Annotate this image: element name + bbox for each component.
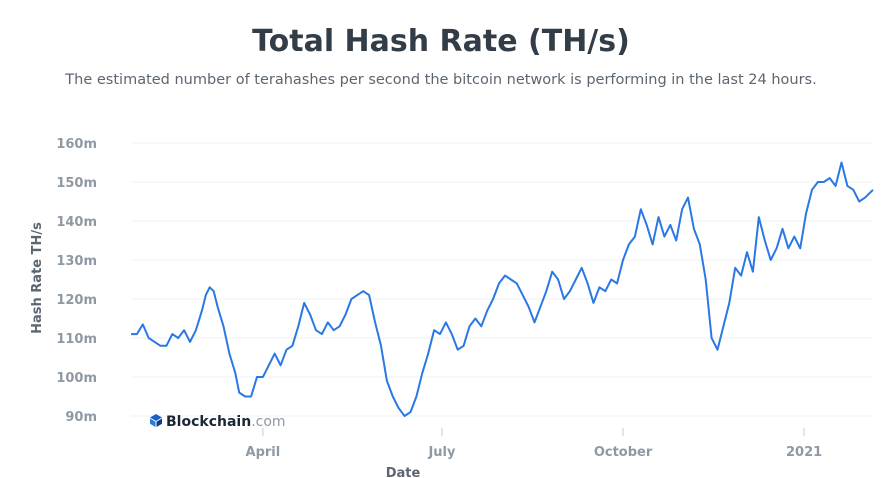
y-tick-label: 130m <box>56 254 97 269</box>
y-tick-label: 110m <box>56 332 97 347</box>
x-tick-label: April <box>246 445 281 460</box>
y-axis-label: Hash Rate TH/s <box>30 222 45 334</box>
y-tick-label: 120m <box>56 293 97 308</box>
chart-subtitle: The estimated number of terahashes per s… <box>65 72 817 88</box>
y-axis-ticks: 90m 100m 110m 120m 130m 140m 150m 160m <box>56 137 97 425</box>
grid <box>131 142 873 417</box>
blockchain-logo-icon <box>150 414 162 427</box>
x-tick-label: October <box>594 445 653 460</box>
x-tick-label: July <box>427 445 456 460</box>
chart-title: Total Hash Rate (TH/s) <box>252 24 630 59</box>
y-tick-label: 100m <box>56 371 97 386</box>
y-tick-label: 160m <box>56 137 97 152</box>
y-tick-label: 90m <box>65 410 97 425</box>
watermark-text: Blockchain.com <box>166 414 286 430</box>
x-tick-label: 2021 <box>786 445 822 460</box>
x-axis-ticks: April July October 2021 <box>246 428 822 460</box>
hash-rate-series-line <box>131 161 874 417</box>
blockchain-watermark: Blockchain.com <box>150 414 286 430</box>
x-axis-label: Date <box>386 466 421 478</box>
y-tick-label: 150m <box>56 176 97 191</box>
y-tick-label: 140m <box>56 215 97 230</box>
